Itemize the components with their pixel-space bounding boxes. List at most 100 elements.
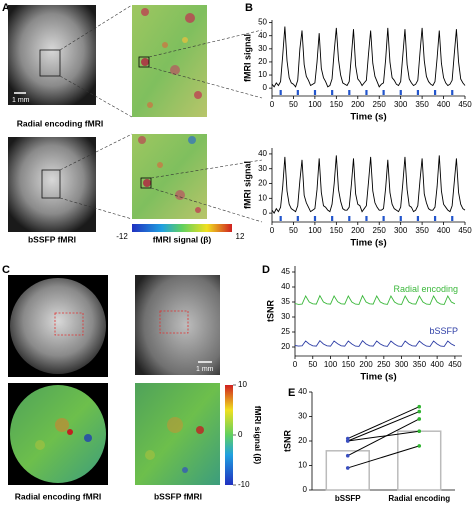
mri-image (135, 275, 220, 375)
arrow-line (148, 29, 263, 58)
y-tick-label: 30 (258, 164, 267, 173)
stimulus-marker (296, 90, 299, 95)
stimulus-marker (365, 216, 368, 221)
roi-box (159, 310, 189, 334)
stimulus-marker (279, 216, 282, 221)
roi-box (140, 177, 152, 189)
colorbar (132, 224, 232, 232)
y-tick-label: 0 (303, 485, 308, 494)
panel-label: B (245, 2, 253, 14)
paired-point (417, 417, 422, 421)
colorbar-label: fMRI signal (β) (253, 406, 263, 465)
x-tick-label: bSSFP (335, 494, 361, 503)
mri-image (10, 278, 106, 374)
arrow-line (150, 187, 263, 223)
x-tick-label: 100 (308, 226, 322, 235)
y-tick-label: 20 (258, 57, 267, 66)
x-tick-label: 150 (330, 226, 344, 235)
stimulus-marker (382, 90, 385, 95)
y-tick-label: 50 (258, 18, 267, 27)
activation-map (132, 134, 207, 219)
paired-line (347, 430, 420, 442)
colorbar (225, 385, 233, 485)
x-tick-label: 0 (270, 100, 275, 109)
x-tick-label: 150 (342, 360, 356, 369)
stimulus-marker (279, 90, 282, 95)
paired-point (417, 429, 422, 434)
stimulus-marker (399, 90, 402, 95)
zoom-line (59, 197, 133, 220)
stimulus-marker (433, 216, 437, 221)
y-axis-label: tSNR (282, 430, 292, 452)
x-tick-label: 200 (359, 360, 373, 369)
stimulus-marker (416, 90, 420, 95)
x-tick-label: 100 (324, 360, 338, 369)
paired-line (347, 411, 420, 442)
image-caption: Radial encoding fMRI (17, 118, 103, 128)
y-axis-label: fMRI signal (242, 161, 252, 209)
y-tick-label: 0 (263, 208, 268, 217)
arrow-line (150, 159, 263, 179)
y-tick-label: 20 (281, 342, 290, 351)
colorbar-max: 12 (236, 232, 245, 241)
y-tick-label: 40 (258, 31, 267, 40)
panel-label: E (288, 387, 295, 399)
x-tick-label: 400 (430, 360, 444, 369)
roi-box (41, 169, 61, 199)
image-caption: bSSFP fMRI (154, 491, 202, 501)
mri-image (8, 137, 96, 232)
y-tick-label: 10 (258, 70, 267, 79)
stimulus-marker (416, 216, 420, 221)
colorbar-tick-label: 0 (238, 430, 243, 439)
bar (397, 430, 442, 491)
colorbar-min: -12 (116, 232, 128, 241)
paired-point (417, 409, 422, 414)
activation-spots (145, 417, 204, 473)
activation-spots (141, 8, 202, 108)
data-line (271, 26, 466, 88)
x-tick-label: 200 (351, 100, 365, 109)
stimulus-marker (451, 90, 454, 95)
activation-spots (35, 418, 92, 450)
stimulus-marker (313, 90, 317, 95)
x-tick-label: 400 (437, 226, 451, 235)
stimulus-marker (313, 216, 317, 221)
activation-map (10, 385, 106, 483)
y-tick-label: 45 (281, 267, 290, 276)
y-tick-label: 40 (298, 387, 307, 396)
stimulus-marker (451, 216, 454, 221)
x-tick-label: 50 (289, 100, 298, 109)
x-tick-label: 250 (373, 100, 387, 109)
data-line (294, 339, 456, 347)
x-tick-label: 250 (373, 226, 387, 235)
scale-label: 1 mm (196, 366, 214, 373)
panel-label: D (262, 264, 270, 276)
colorbar-tick-label: -10 (238, 480, 250, 489)
paired-line (347, 445, 420, 469)
paired-point (345, 466, 350, 470)
activation-map (135, 383, 220, 485)
paired-line (347, 406, 420, 440)
y-tick-label: 10 (298, 461, 307, 470)
paired-point (345, 453, 350, 458)
y-tick-label: 35 (281, 297, 290, 306)
stimulus-marker (348, 216, 351, 221)
y-tick-label: 20 (298, 436, 307, 445)
series-label: bSSFP (429, 326, 458, 336)
x-tick-label: 300 (394, 226, 408, 235)
zoom-line (59, 4, 133, 51)
x-tick-label: 200 (351, 226, 365, 235)
zoom-line (59, 133, 133, 171)
y-tick-label: 40 (258, 149, 267, 158)
stimulus-marker (399, 216, 402, 221)
y-axis-label: fMRI signal (242, 34, 252, 82)
x-tick-label: 50 (308, 360, 317, 369)
x-tick-label: 300 (394, 100, 408, 109)
roi-box (138, 56, 150, 68)
x-tick-label: Radial encoding (388, 494, 450, 503)
stimulus-marker (331, 90, 334, 95)
image-caption: Radial encoding fMRI (15, 491, 101, 501)
stimulus-marker (433, 90, 437, 95)
x-axis-label: Time (s) (350, 112, 386, 123)
